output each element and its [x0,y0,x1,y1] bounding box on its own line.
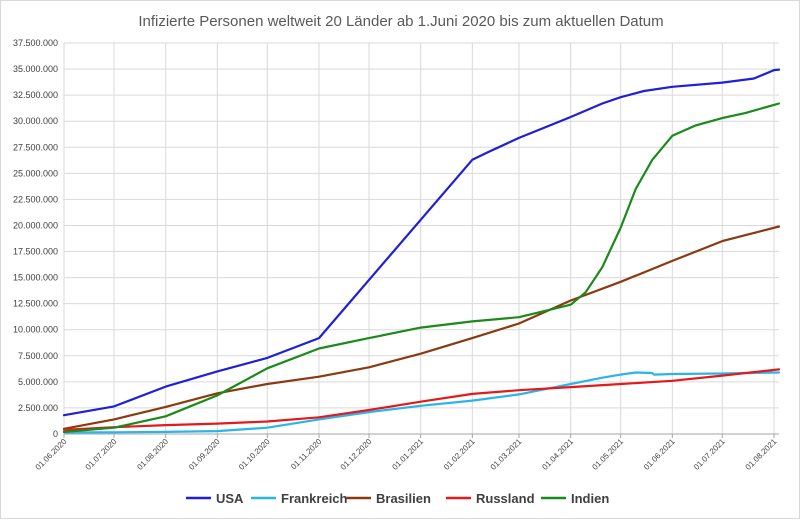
series-line-indien [62,102,781,433]
x-tick-label: 01.08.2021 [744,437,779,472]
x-tick-label: 01.11.2020 [289,437,324,472]
legend-label-brasilien: Brasilien [376,491,431,506]
y-tick-label: 27.500.000 [13,142,58,152]
y-tick-label: 17.500.000 [13,247,58,257]
legend-label-indien: Indien [571,491,609,506]
x-tick-label: 01.07.2020 [84,437,119,472]
y-tick-label: 7.500.000 [18,351,58,361]
y-tick-label: 32.500.000 [13,90,58,100]
y-tick-label: 12.500.000 [13,299,58,309]
series-line-brasilien [62,225,781,430]
y-tick-label: 37.500.000 [13,38,58,48]
y-tick-label: 35.000.000 [13,64,58,74]
y-axis-tick-labels: 0 2.500.000 5.000.000 7.500.000 10.000.000 12… [13,38,58,439]
x-tick-label: 01.06.2021 [642,437,677,472]
series-line-usa [62,68,781,417]
series-lines [62,68,781,434]
x-tick-label: 01.12.2020 [339,437,374,472]
x-tick-label: 01.08.2020 [135,437,170,472]
axes [63,43,779,438]
legend-label-russland: Russland [476,491,535,506]
y-tick-label: 25.000.000 [13,168,58,178]
y-tick-label: 10.000.000 [13,325,58,335]
y-tick-label: 15.000.000 [13,273,58,283]
x-tick-label: 01.09.2020 [187,437,222,472]
x-tick-label: 01.03.2021 [489,437,524,472]
x-tick-label: 01.04.2021 [540,437,575,472]
x-tick-label: 01.05.2021 [590,437,625,472]
legend-label-usa: USA [216,491,244,506]
x-tick-label: 01.01.2021 [390,437,425,472]
gridlines [63,42,779,435]
x-axis-tick-labels: 01.06.2020 01.07.2020 01.08.2020 01.09.2020… [34,437,779,472]
y-tick-label: 30.000.000 [13,116,58,126]
x-tick-label: 01.07.2021 [692,437,727,472]
y-tick-label: 2.500.000 [18,403,58,413]
x-tick-label: 01.10.2020 [237,437,272,472]
x-tick-label: 01.06.2020 [34,437,69,472]
y-tick-label: 0 [53,429,58,439]
y-tick-label: 20.000.000 [13,220,58,230]
y-tick-label: 22.500.000 [13,194,58,204]
legend-label-frankreich: Frankreich [281,491,348,506]
x-tick-label: 01.02.2021 [442,437,477,472]
y-tick-label: 5.000.000 [18,377,58,387]
legend: USA Frankreich Brasilien Russland Indien [186,491,609,506]
series-line-russland [62,368,781,431]
chart-title: Infizierte Personen weltweit 20 Länder a… [138,13,663,30]
